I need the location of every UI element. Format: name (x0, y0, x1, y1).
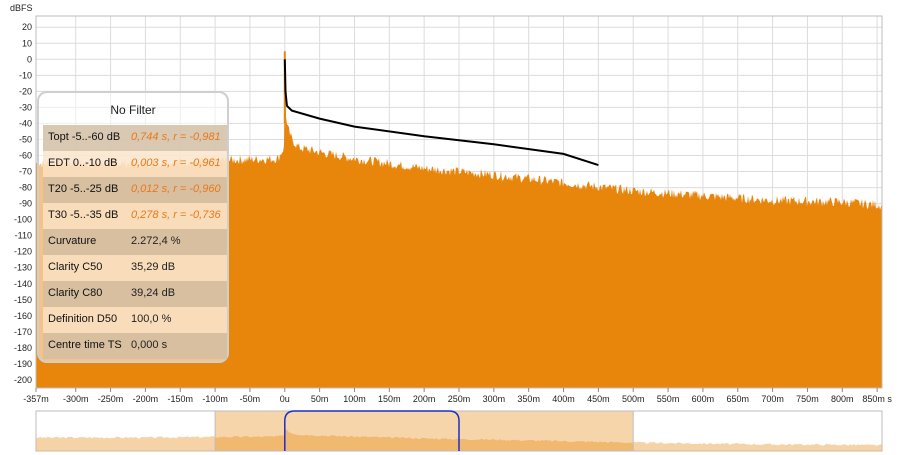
y-tick-label: -60 (19, 151, 32, 161)
y-tick-label: -180 (14, 343, 32, 353)
y-tick-label: -200 (14, 375, 32, 385)
x-tick-label: 600m (692, 394, 715, 404)
stat-value: 0,000 s (131, 339, 168, 351)
stat-row: Centre time TS 0,000 s (43, 333, 227, 359)
y-tick-label: -120 (14, 247, 32, 257)
stat-name: Centre time TS (48, 339, 122, 351)
y-tick-label: -80 (19, 183, 32, 193)
stat-name: Clarity C50 (48, 261, 103, 273)
stat-row: T30 -5..-35 dB 0,278 s, r = -0,736 (43, 203, 227, 229)
stat-name: EDT 0..-10 dB (48, 157, 118, 169)
stat-row: Curvature 2.272,4 % (43, 229, 227, 255)
y-tick-label: -170 (14, 327, 32, 337)
stat-row: Clarity C50 35,29 dB (43, 255, 227, 281)
y-tick-label: -70 (19, 167, 32, 177)
y-tick-label: 10 (22, 38, 32, 48)
stat-row: EDT 0..-10 dB 0,003 s, r = -0,961 (43, 151, 227, 177)
x-tick-label: 50m (311, 394, 329, 404)
stat-name: Topt -5..-60 dB (48, 131, 121, 143)
y-tick-label: -100 (14, 215, 32, 225)
y-tick-label: 0 (27, 54, 32, 64)
overview-scroll-bar[interactable] (35, 410, 883, 452)
x-tick-label: 200m (413, 394, 436, 404)
stat-value: 35,29 dB (131, 261, 176, 273)
filter-title: No Filter (110, 103, 156, 117)
x-tick-label: 550m (657, 394, 680, 404)
impulse-response-area (36, 62, 882, 388)
y-tick-label: -110 (15, 231, 32, 241)
x-tick-label: 150m (378, 394, 401, 404)
stat-name: T20 -5..-25 dB (48, 183, 119, 195)
y-tick-label: -160 (14, 311, 32, 321)
stat-name: T30 -5..-35 dB (48, 209, 119, 221)
overview-analysis-window (284, 410, 460, 451)
x-tick-label: 500m (622, 394, 645, 404)
y-tick-label: -40 (19, 118, 32, 128)
x-tick-label: 700m (761, 394, 784, 404)
y-tick-label: -150 (14, 295, 32, 305)
x-tick-label: -150m (167, 394, 193, 404)
y-tick-label: 20 (22, 22, 32, 32)
stat-row: Topt -5..-60 dB 0,744 s, r = -0,981 (43, 125, 227, 151)
y-tick-label: -190 (14, 359, 32, 369)
schroeder-integration-series (283, 59, 599, 167)
stat-value: 2.272,4 % (131, 235, 181, 247)
x-tick-label: 850m s (862, 394, 892, 404)
decay-statistics-panel: No Filter Topt -5..-60 dB 0,744 s, r = -0… (37, 91, 229, 363)
stat-row: T20 -5..-25 dB 0,012 s, r = -0,960 (43, 177, 227, 203)
x-tick-label: 400m (552, 394, 575, 404)
stat-value: 39,24 dB (131, 287, 176, 299)
x-tick-label: 100m (343, 394, 366, 404)
stat-value: 0,012 s, r = -0,960 (131, 183, 221, 195)
stat-value: 0,003 s, r = -0,961 (131, 157, 221, 169)
x-tick-label: -357m (23, 394, 49, 404)
x-tick-label: 350m (517, 394, 540, 404)
y-tick-label: -20 (19, 86, 32, 96)
x-tick-label: -300m (63, 394, 89, 404)
stat-row: Clarity C80 39,24 dB (43, 281, 227, 307)
stat-row: Definition D50 100,0 % (43, 307, 227, 333)
y-tick-label: -50 (19, 134, 32, 144)
x-tick-label: -250m (98, 394, 124, 404)
y-tick-label: -130 (14, 263, 32, 273)
x-tick-label: 250m (448, 394, 471, 404)
x-tick-label: 450m (587, 394, 610, 404)
y-tick-label: -140 (14, 279, 32, 289)
overview-visible-range (214, 410, 634, 452)
y-axis-tick-labels: 20 10 0 -10 -20 -30 -40 -50 -60 -70 -80 -90 -100 -110… (14, 22, 32, 385)
stat-name: Clarity C80 (48, 287, 103, 299)
x-axis-tick-labels: -357m -300m -250m -200m -150m -100m -50m 0u 50m 1… (23, 388, 892, 404)
stat-name: Definition D50 (48, 313, 118, 325)
x-tick-label: -100m (202, 394, 228, 404)
x-tick-label: 300m (483, 394, 506, 404)
x-tick-label: 800m (831, 394, 854, 404)
y-tick-label: -90 (19, 199, 32, 209)
stat-name: Curvature (48, 235, 97, 247)
x-tick-label: -200m (133, 394, 159, 404)
x-tick-label: 650m (726, 394, 749, 404)
stat-value: 0,278 s, r = -0,736 (131, 209, 221, 221)
x-tick-label: -50m (240, 394, 261, 404)
y-tick-label: -30 (19, 102, 32, 112)
y-tick-label: -10 (19, 70, 32, 80)
y-axis-label: dBFS (10, 3, 33, 13)
stat-value: 100,0 % (131, 313, 172, 325)
stat-value: 0,744 s, r = -0,981 (131, 131, 221, 143)
x-tick-label: 750m (796, 394, 819, 404)
x-tick-label: 0u (280, 394, 290, 404)
schroeder-curve (283, 59, 599, 167)
